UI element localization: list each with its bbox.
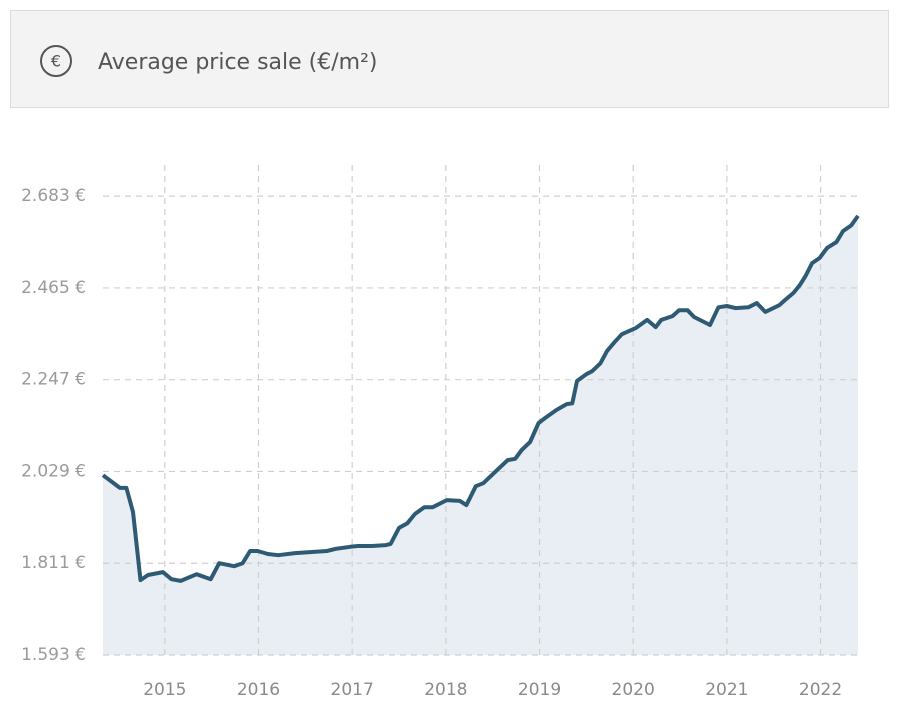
x-tick-label: 2020 (612, 680, 655, 700)
x-tick-label: 2021 (705, 680, 748, 700)
y-tick-label: 1.593 € (21, 645, 86, 665)
x-tick-label: 2019 (518, 680, 561, 700)
y-tick-label: 2.683 € (21, 186, 86, 206)
y-tick-label: 2.465 € (21, 278, 86, 298)
icon-glyph: € (51, 52, 61, 71)
y-tick-label: 2.247 € (21, 370, 86, 390)
header-title: Average price sale (€/m²) (98, 50, 378, 75)
y-tick-label: 2.029 € (21, 461, 86, 481)
x-tick-label: 2022 (799, 680, 842, 700)
x-tick-label: 2016 (237, 680, 280, 700)
area (103, 215, 858, 655)
plot: 1.593 € 1.811 € 2.029 € 2.247 € 2.465 € 2.683… (21, 165, 860, 700)
x-tick-label: 2015 (143, 680, 186, 700)
header-box (10, 10, 889, 108)
y-tick-label: 1.811 € (21, 553, 86, 573)
euro-icon (40, 45, 72, 77)
x-tick-label: 2018 (424, 680, 467, 700)
x-tick-label: 2017 (331, 680, 374, 700)
line (101, 214, 860, 583)
